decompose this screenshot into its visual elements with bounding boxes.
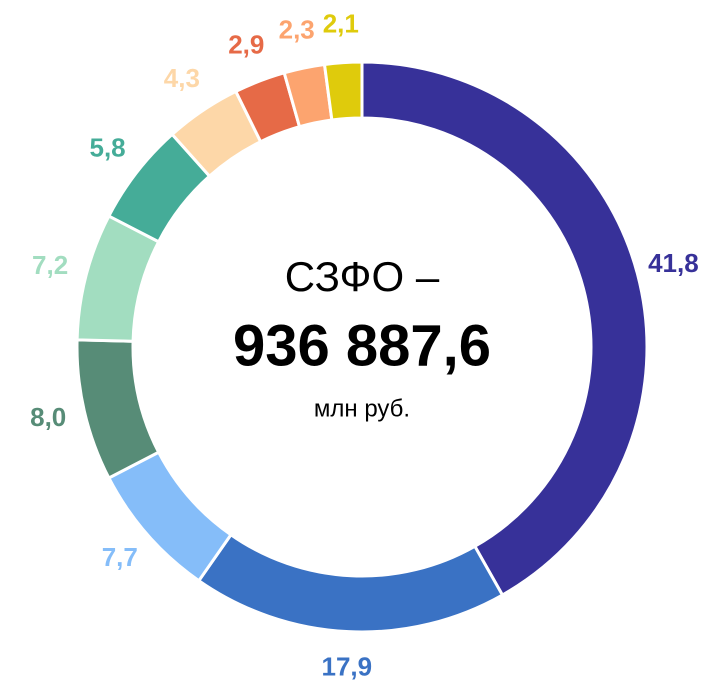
center-unit: млн руб. (314, 395, 410, 422)
data-label: 8,0 (30, 402, 66, 432)
donut-segment (322, 60, 364, 122)
donut-segment (360, 60, 649, 598)
center-value: 936 887,6 (233, 313, 491, 378)
center-title: СЗФО – (285, 253, 440, 300)
data-label: 4,3 (164, 63, 200, 93)
data-label: 2,1 (323, 9, 359, 39)
data-label: 7,7 (102, 542, 138, 572)
donut-segment (196, 532, 505, 634)
data-label: 17,9 (322, 652, 373, 681)
data-label: 41,8 (648, 248, 699, 278)
data-label: 7,2 (32, 250, 68, 280)
data-label: 5,8 (89, 133, 125, 163)
data-label: 2,3 (279, 15, 315, 45)
data-label: 2,9 (228, 29, 264, 59)
donut-segment (75, 338, 161, 481)
